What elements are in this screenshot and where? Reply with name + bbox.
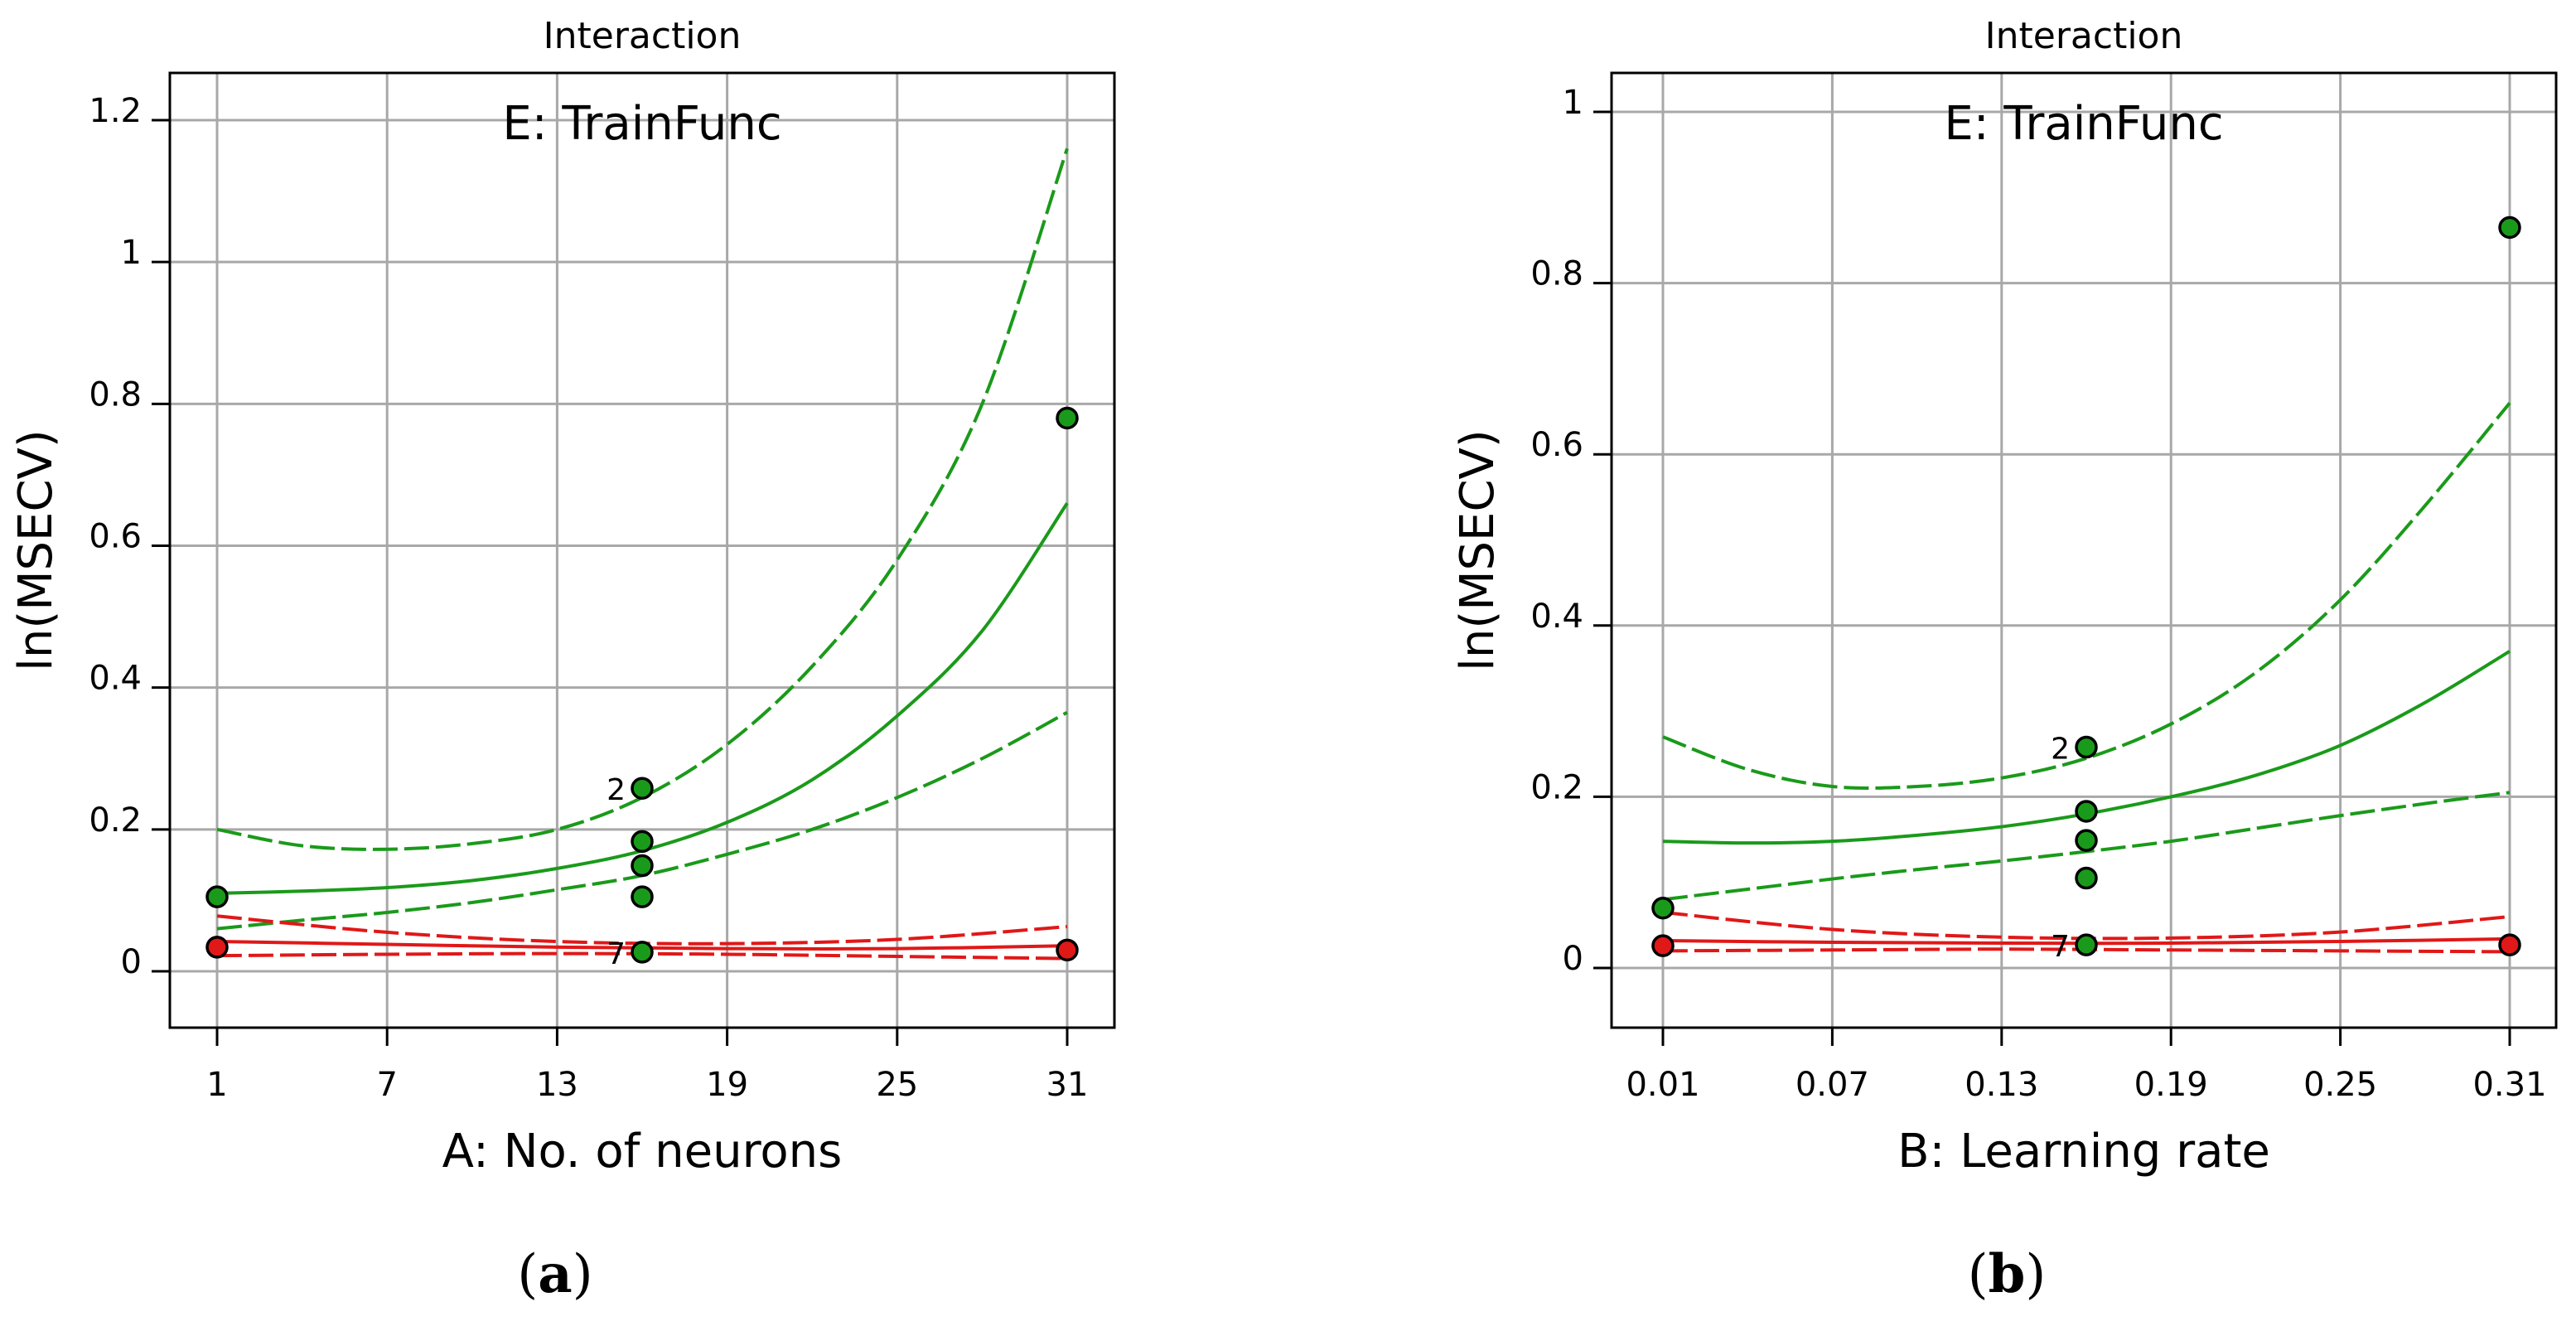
data-point-green xyxy=(205,885,229,908)
data-point-green xyxy=(2498,215,2521,240)
panel-b: Interaction 0.01 0.07 0.13 0.19 0.25 0.31 0 0.2 0… xyxy=(1451,15,2558,1178)
x-tick-label: 0.13 xyxy=(1965,1066,2038,1104)
point-count-label: 7 xyxy=(607,937,626,971)
x-tick-label: 31 xyxy=(1046,1066,1089,1104)
x-tick-label: 0.19 xyxy=(2134,1066,2208,1104)
series-line-green-solid xyxy=(216,502,1069,895)
y-tick-label: 0 xyxy=(1563,940,1583,978)
y-axis-label: ln(MSECV) xyxy=(1451,429,1505,670)
data-point-green xyxy=(631,885,654,908)
data-point-green xyxy=(631,854,654,878)
data-point-green xyxy=(2075,829,2098,852)
x-tick-label: 25 xyxy=(876,1066,918,1104)
caption-b-letter: b xyxy=(1988,1243,2026,1305)
chart-title: Interaction xyxy=(544,15,742,57)
y-tick-label: 0.8 xyxy=(1530,255,1583,293)
data-point-green xyxy=(1056,406,1079,430)
y-tick-label: 0.8 xyxy=(89,375,142,414)
y-tick-label: 0 xyxy=(121,943,142,981)
data-point-green xyxy=(2075,933,2098,956)
caption-a-letter: a xyxy=(538,1243,573,1305)
x-tick-label: 7 xyxy=(376,1066,397,1104)
data-point-green xyxy=(631,941,654,964)
data-point-green xyxy=(2075,866,2098,890)
x-tick-label: 19 xyxy=(706,1066,748,1104)
data-point-red xyxy=(2498,933,2521,956)
y-tick-label: 1.2 xyxy=(89,92,142,130)
x-tick-label: 1 xyxy=(206,1066,227,1104)
data-point-red xyxy=(1056,938,1079,962)
panel-a: Interaction 1 7 13 19 25 31 0 0.2 0.4 0.6 0.8 1 1.2 A:… xyxy=(9,15,1116,1178)
x-tick-label: 0.01 xyxy=(1626,1066,1699,1104)
x-axis-label: B: Learning rate xyxy=(1897,1125,2270,1178)
y-tick-label: 1 xyxy=(1563,84,1583,122)
y-tick-label: 0.4 xyxy=(1530,598,1583,636)
legend-text: E: TrainFunc xyxy=(502,97,781,151)
x-tick-label: 0.25 xyxy=(2303,1066,2377,1104)
y-tick-label: 0.2 xyxy=(1530,768,1583,806)
x-tick-label: 0.07 xyxy=(1795,1066,1869,1104)
series-line-green-dashed xyxy=(216,148,1069,851)
y-tick-label: 0.2 xyxy=(89,801,142,840)
y-axis-label: ln(MSECV) xyxy=(9,429,63,670)
plot-frame xyxy=(168,71,1116,1029)
caption-a: (a) xyxy=(517,1243,593,1305)
y-tick-label: 0.6 xyxy=(89,518,142,556)
data-point-green xyxy=(2075,800,2098,823)
series-line-red-dashed xyxy=(216,914,1068,946)
caption-b: (b) xyxy=(1967,1243,2047,1305)
series-line-green-dashed xyxy=(1662,401,2511,790)
point-count-label: 7 xyxy=(2051,930,2070,964)
x-axis-label: A: No. of neurons xyxy=(442,1125,843,1178)
x-tick-label: 0.31 xyxy=(2472,1066,2546,1104)
chart-title: Interaction xyxy=(1985,15,2183,57)
y-tick-label: 1 xyxy=(121,234,142,272)
data-point-green xyxy=(631,777,654,800)
data-point-red xyxy=(205,936,229,959)
x-tick-label: 13 xyxy=(536,1066,578,1104)
legend-text: E: TrainFunc xyxy=(1944,97,2223,151)
plot-frame xyxy=(1610,71,2558,1029)
point-count-label: 2 xyxy=(607,773,626,807)
y-tick-label: 0.6 xyxy=(1530,426,1583,464)
data-point-green xyxy=(2075,735,2098,759)
point-count-label: 2 xyxy=(2051,732,2070,766)
data-point-green xyxy=(1651,896,1675,920)
y-tick-label: 0.4 xyxy=(89,660,142,698)
data-point-red xyxy=(1651,934,1675,957)
data-point-green xyxy=(631,830,654,854)
